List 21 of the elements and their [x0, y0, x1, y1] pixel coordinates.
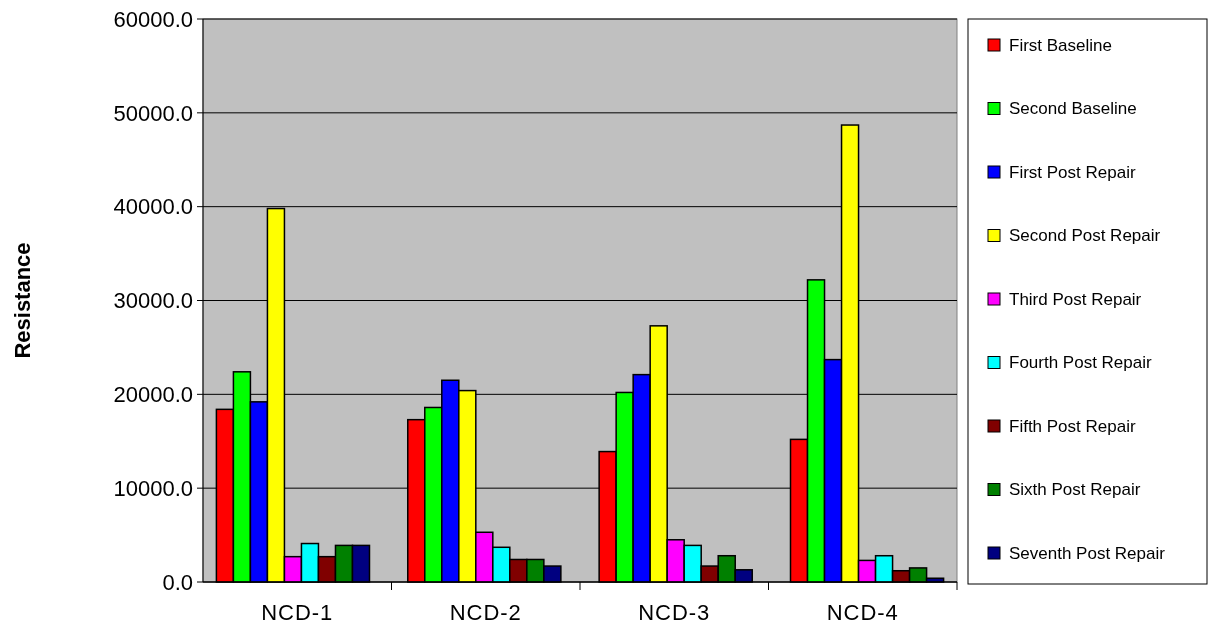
legend-label: Sixth Post Repair — [1009, 480, 1141, 500]
y-axis-title: Resistance — [10, 242, 35, 359]
legend-label: Fourth Post Repair — [1009, 353, 1153, 373]
legend-label: First Baseline — [1009, 35, 1112, 55]
x-tick-label: NCD-3 — [638, 600, 711, 625]
x-tick-label: NCD-4 — [826, 600, 899, 625]
legend-label: Seventh Post Repair — [1009, 543, 1166, 563]
y-tick-label: 30000.0 — [113, 288, 193, 314]
y-tick-label: 10000.0 — [113, 475, 193, 501]
y-tick-label: 60000.0 — [113, 6, 193, 32]
x-tick-label: NCD-2 — [449, 600, 522, 625]
legend-label: Second Baseline — [1009, 99, 1137, 119]
legend-label: Second Post Repair — [1009, 226, 1161, 246]
legend-label: First Post Repair — [1009, 162, 1136, 182]
y-tick-label: 40000.0 — [113, 194, 193, 220]
legend-label: Third Post Repair — [1009, 289, 1142, 309]
y-tick-label: 50000.0 — [113, 100, 193, 126]
legend-label: Fifth Post Repair — [1009, 416, 1136, 436]
y-tick-label: 20000.0 — [113, 382, 193, 408]
x-tick-label: NCD-1 — [261, 600, 334, 625]
y-tick-label: 0.0 — [162, 569, 193, 595]
